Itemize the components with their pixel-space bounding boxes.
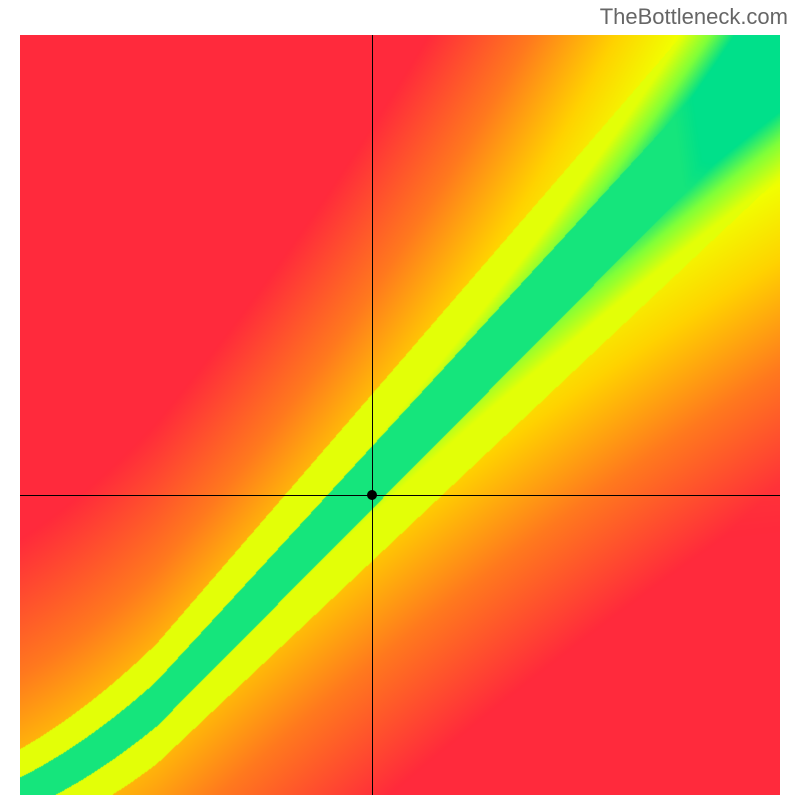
crosshair-horizontal bbox=[20, 495, 780, 496]
crosshair-marker-dot bbox=[367, 490, 377, 500]
watermark-text: TheBottleneck.com bbox=[600, 4, 788, 30]
heatmap-canvas bbox=[20, 35, 780, 795]
crosshair-vertical bbox=[372, 35, 373, 795]
bottleneck-heatmap bbox=[20, 35, 780, 795]
